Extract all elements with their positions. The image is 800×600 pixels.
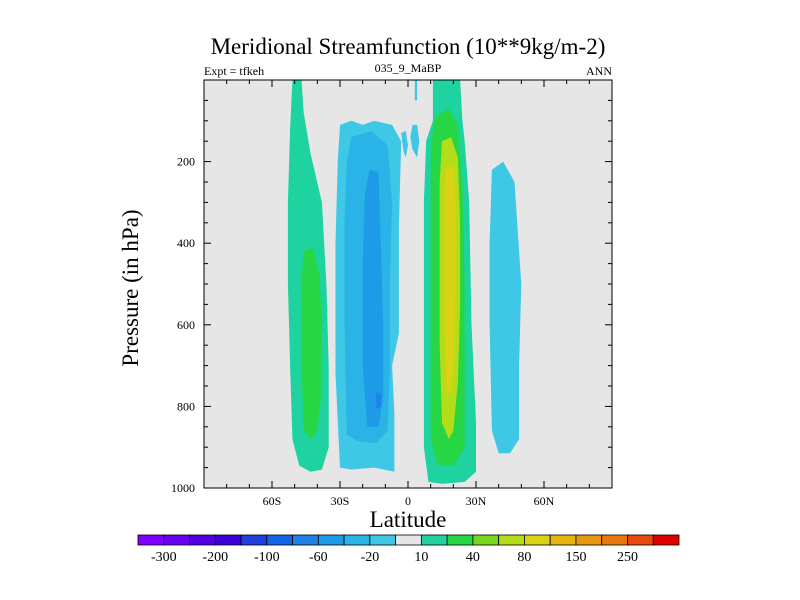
colorbar-swatch xyxy=(395,534,422,546)
colorbar-label: 40 xyxy=(466,550,480,565)
colorbar-swatch xyxy=(498,534,525,546)
colorbar-swatch xyxy=(369,534,397,546)
contour-region-12 xyxy=(444,165,456,395)
colorbar-label: 150 xyxy=(566,550,587,565)
colorbar-swatch xyxy=(163,534,190,546)
y-tick-label: 1000 xyxy=(171,481,195,495)
colorbar-swatch xyxy=(472,534,500,546)
x-tick-label: 30S xyxy=(331,494,350,508)
colorbar-label: -60 xyxy=(309,550,328,565)
colorbar xyxy=(137,534,680,546)
colorbar-label: 80 xyxy=(517,550,531,565)
colorbar-swatch xyxy=(549,534,577,546)
colorbar-swatch xyxy=(214,534,242,546)
colorbar-label: -100 xyxy=(254,550,280,565)
colorbar-swatch xyxy=(652,534,680,546)
colorbar-label: 250 xyxy=(617,550,638,565)
contour-region-13 xyxy=(489,161,522,454)
colorbar-swatch xyxy=(627,534,654,546)
axis-ticks xyxy=(203,80,613,489)
colorbar-swatch xyxy=(343,534,371,546)
plot-area xyxy=(204,80,612,488)
y-tick-labels: 200 400 600 800 1000 xyxy=(171,155,195,495)
x-axis-label: Latitude xyxy=(370,507,447,532)
contour-region-1 xyxy=(301,247,322,439)
colorbar-swatch xyxy=(137,534,165,546)
contour-region-4 xyxy=(362,169,384,427)
x-tick-label: 0 xyxy=(405,494,411,508)
colorbar-swatch xyxy=(317,534,345,546)
contour-region-7 xyxy=(410,124,420,158)
colorbar-labels: -300 -200 -100 -60 -20 10 40 80 150 250 xyxy=(151,550,638,565)
colorbar-swatch xyxy=(575,534,603,546)
y-tick-label: 200 xyxy=(177,155,195,169)
colorbar-swatch xyxy=(266,534,293,546)
x-tick-label: 30N xyxy=(466,494,487,508)
colorbar-label: 10 xyxy=(414,550,428,565)
contour-region-6 xyxy=(401,131,408,158)
colorbar-swatch xyxy=(189,534,216,546)
x-tick-label: 60S xyxy=(263,494,282,508)
contour-fill-group xyxy=(287,80,522,484)
contour-region-5 xyxy=(376,392,381,409)
center-string: 035_9_MaBP xyxy=(375,61,442,75)
colorbar-label: -20 xyxy=(361,550,380,565)
colorbar-swatch xyxy=(240,534,268,546)
colorbar-swatch xyxy=(601,534,628,546)
chart-title: Meridional Streamfunction (10**9kg/m-2) xyxy=(211,34,606,59)
colorbar-swatch xyxy=(420,534,448,546)
y-tick-label: 400 xyxy=(177,236,195,250)
colorbar-swatch xyxy=(446,534,474,546)
left-string: Expt = tfkeh xyxy=(204,64,264,78)
right-string: ANN xyxy=(586,64,612,78)
y-axis-label: Pressure (in hPa) xyxy=(118,209,143,366)
colorbar-swatch xyxy=(292,534,319,546)
colorbar-swatch xyxy=(524,534,551,546)
x-tick-labels: 60S 30S 0 30N 60N xyxy=(263,494,555,508)
colorbar-label: -300 xyxy=(151,550,177,565)
contour-region-8 xyxy=(414,80,418,101)
y-tick-label: 600 xyxy=(177,318,195,332)
y-tick-label: 800 xyxy=(177,399,195,413)
colorbar-label: -200 xyxy=(202,550,228,565)
x-tick-label: 60N xyxy=(534,494,555,508)
